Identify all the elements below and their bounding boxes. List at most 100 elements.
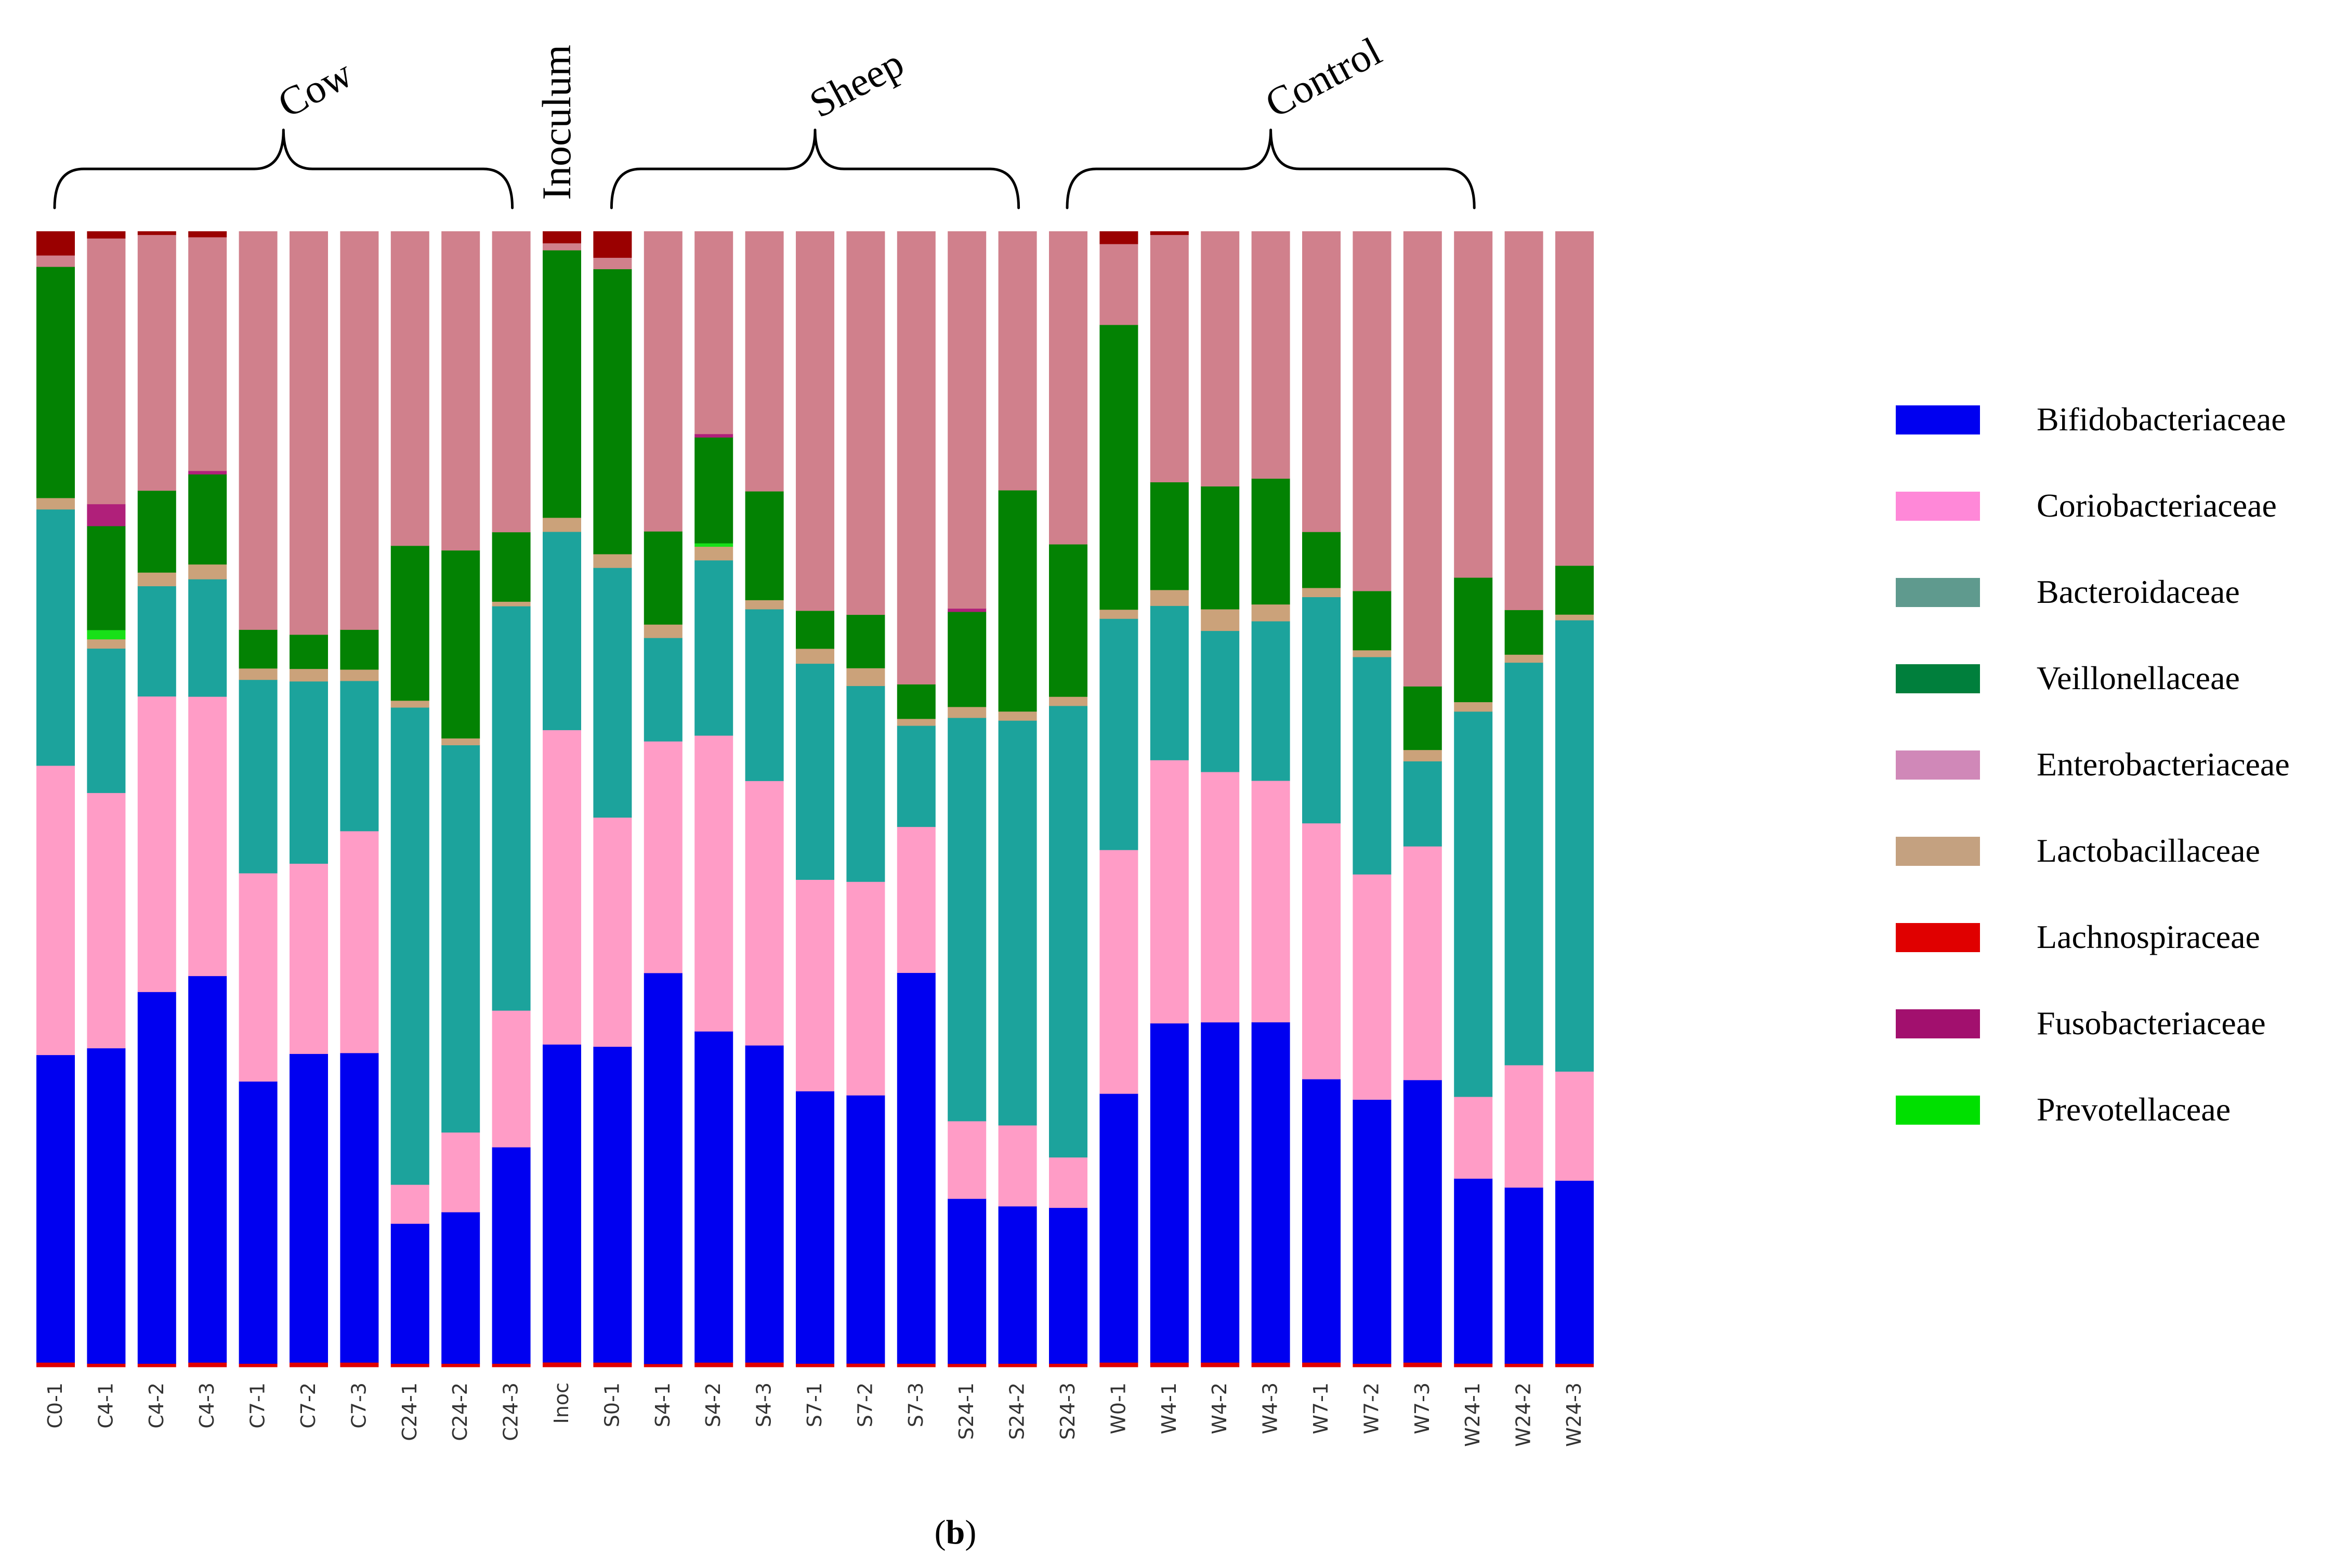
segment-c7-1-bifidobacteriaceae [239,1081,278,1364]
bar-s4-1 [644,231,683,1367]
bar-w0-1 [1099,231,1138,1367]
bar-s4-2 [694,231,733,1367]
segment-s4-3-bacteroidaceae [745,609,784,781]
segment-s7-2-lachnospiraceae [846,1363,885,1367]
legend-swatch-lachnospiraceae [1896,923,1980,952]
bar-w4-2 [1201,231,1240,1367]
segment-s24-1-veillonellaceae [948,611,987,707]
tick-label-c24-3: C24-3 [500,1382,522,1441]
segment-w0-1-bifidobacteriaceae [1099,1093,1138,1363]
segment-c0-1-enterobacteriaceae [36,255,75,267]
bar-c4-3 [188,231,227,1367]
segment-w7-2-bifidobacteriaceae [1353,1099,1392,1364]
brace-cow [53,128,514,209]
segment-w24-1-coriobacteriaceae [1454,1096,1493,1179]
tick-label-s7-2: S7-2 [854,1382,876,1427]
bar-s7-2 [846,231,885,1367]
segment-c4-1-lactobacillaceae [87,639,126,649]
segment-w7-3-veillonellaceae [1403,686,1442,750]
segment-w7-2-lachnospiraceae [1353,1363,1392,1367]
legend-swatch-coriobacteriaceae [1896,492,1980,521]
bar-c7-1 [239,231,278,1367]
bar-w4-3 [1251,231,1290,1367]
bar-s24-1 [948,231,987,1367]
segment-w4-3-veillonellaceae [1251,478,1290,605]
segment-c4-1-prevotellaceae [87,629,126,640]
segment-c0-1-other [36,231,75,256]
segment-c24-1-bacteroidaceae [390,707,429,1185]
segment-s7-3-veillonellaceae [897,684,936,719]
segment-c4-1-lachnospiraceae [87,1363,126,1367]
bar-s24-3 [1049,231,1087,1367]
tick-label-inoc: Inoc [550,1382,573,1424]
tick-label-c7-2: C7-2 [297,1382,320,1429]
segment-w4-1-lactobacillaceae [1150,589,1189,606]
segment-w4-2-enterobacteriaceae [1201,231,1240,487]
segment-w7-1-lactobacillaceae [1302,587,1341,598]
segment-c24-2-lachnospiraceae [441,1363,480,1367]
segment-c4-1-fusobacteriaceae [87,504,126,526]
legend-swatch-lactobacillaceae [1896,837,1980,866]
tick-label-w24-2: W24-2 [1512,1382,1535,1447]
group-label-control: Control [1258,28,1388,126]
legend-item-lactobacillaceae: Lactobacillaceae [1896,832,2260,869]
segment-s4-1-lactobacillaceae [644,624,683,638]
segment-c4-1-bacteroidaceae [87,648,126,793]
segment-s4-3-enterobacteriaceae [745,231,784,492]
segment-w0-1-lachnospiraceae [1099,1362,1138,1367]
segment-c4-3-bacteroidaceae [188,579,227,697]
segment-w24-1-enterobacteriaceae [1454,231,1493,578]
tick-label-w7-3: W7-3 [1411,1382,1434,1434]
segment-c0-1-lachnospiraceae [36,1362,75,1367]
segment-c24-3-bifidobacteriaceae [492,1147,531,1364]
segment-w4-3-coriobacteriaceae [1251,780,1290,1023]
segment-w7-1-coriobacteriaceae [1302,823,1341,1079]
segment-s7-1-bacteroidaceae [796,663,834,880]
segment-w0-1-bacteroidaceae [1099,618,1138,850]
bar-w24-1 [1454,231,1493,1367]
segment-w24-1-lachnospiraceae [1454,1363,1493,1367]
legend-swatch-fusobacteriaceae [1896,1009,1980,1038]
segment-s7-2-veillonellaceae [846,614,885,668]
segment-s0-1-veillonellaceae [593,269,632,555]
segment-w4-2-veillonellaceae [1201,486,1240,610]
segment-s0-1-lachnospiraceae [593,1362,632,1367]
segment-c4-3-lachnospiraceae [188,1362,227,1367]
legend-label-lachnospiraceae: Lachnospiraceae [2037,918,2260,955]
segment-s4-1-coriobacteriaceae [644,741,683,973]
bar-w24-2 [1504,231,1543,1367]
segment-w24-2-bifidobacteriaceae [1504,1187,1543,1364]
legend-item-enterobacteriaceae: Enterobacteriaceae [1896,746,2290,783]
group-label-inoculum: Inoculum [534,45,579,200]
segment-w24-3-lachnospiraceae [1555,1363,1594,1367]
bar-w24-3 [1555,231,1594,1367]
segment-w4-1-enterobacteriaceae [1150,234,1189,483]
legend-label-lactobacillaceae: Lactobacillaceae [2037,832,2260,869]
segment-c0-1-bacteroidaceae [36,509,75,766]
segment-w7-3-lachnospiraceae [1403,1362,1442,1367]
tick-label-w4-2: W4-2 [1208,1382,1231,1434]
segment-c24-2-coriobacteriaceae [441,1132,480,1213]
segment-w7-2-lactobacillaceae [1353,650,1392,657]
segment-c7-1-lactobacillaceae [239,668,278,680]
tick-label-c4-2: C4-2 [145,1382,168,1429]
segment-c7-2-enterobacteriaceae [290,231,328,635]
segment-s0-1-bacteroidaceae [593,568,632,818]
segment-c24-1-veillonellaceae [390,545,429,701]
segment-c4-1-coriobacteriaceae [87,793,126,1049]
segment-c0-1-veillonellaceae [36,266,75,498]
segment-s7-2-enterobacteriaceae [846,231,885,615]
segment-w7-3-bacteroidaceae [1403,761,1442,847]
legend-label-coriobacteriaceae: Coriobacteriaceae [2037,487,2277,524]
segment-w4-2-bifidobacteriaceae [1201,1022,1240,1363]
segment-w4-3-enterobacteriaceae [1251,231,1290,479]
tick-label-w24-1: W24-1 [1461,1382,1484,1447]
segment-s4-3-bifidobacteriaceae [745,1045,784,1363]
segment-w7-2-coriobacteriaceae [1353,874,1392,1100]
segment-s4-2-enterobacteriaceae [694,231,733,434]
segment-s24-3-coriobacteriaceae [1049,1157,1087,1208]
segment-s7-1-veillonellaceae [796,610,834,649]
legend-swatch-bifidobacteriaceae [1896,405,1980,434]
segment-s24-3-bifidobacteriaceae [1049,1207,1087,1364]
segment-c4-1-enterobacteriaceae [87,238,126,505]
